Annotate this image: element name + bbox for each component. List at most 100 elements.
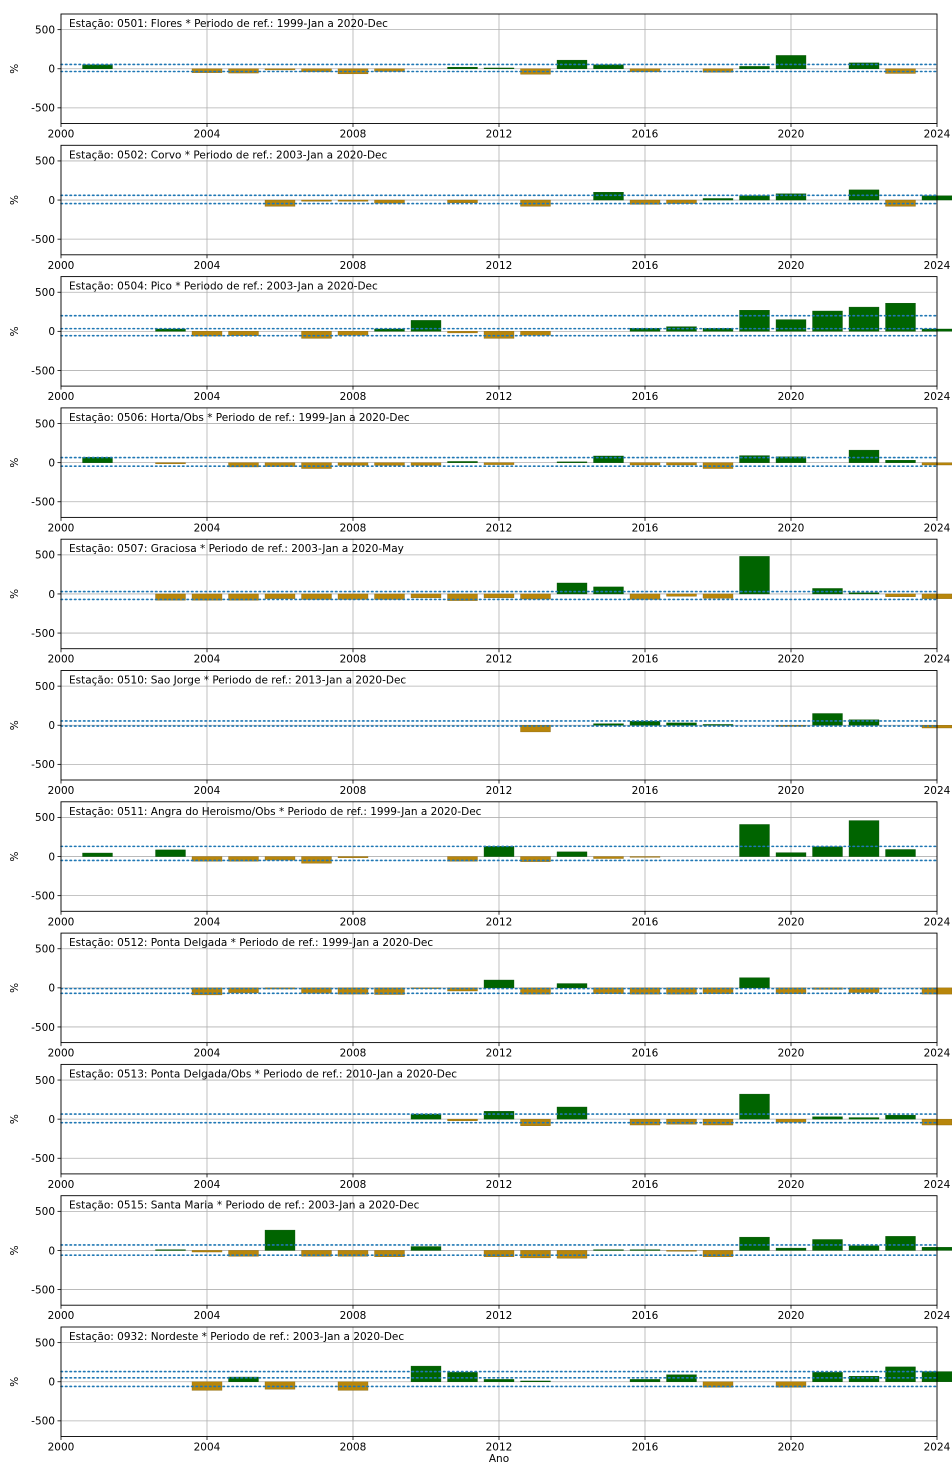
panel-title: Estação: 0504: Pico * Periodo de ref.: 2… xyxy=(69,281,378,293)
y-tick-label: 0 xyxy=(48,1377,55,1389)
bar xyxy=(666,1118,697,1125)
bar xyxy=(447,66,478,69)
x-tick-label: 2008 xyxy=(340,916,367,928)
panel-7: 2000 2004 2008 2012 2016 2020 2024 500 0 -500% Est… xyxy=(9,932,952,1060)
bar xyxy=(885,593,916,597)
x-tick-label: 2008 xyxy=(340,260,367,272)
x-tick-label: 2020 xyxy=(778,260,805,272)
x-tick-label: 2008 xyxy=(340,1310,367,1322)
y-axis-label: % xyxy=(9,589,21,599)
bar xyxy=(374,462,405,466)
panel-3: 2000 2004 2008 2012 2016 2020 2024 500 0 -500% Est… xyxy=(9,407,952,534)
bar xyxy=(191,856,223,862)
bar xyxy=(447,331,478,334)
x-tick-label: 2024 xyxy=(924,1048,951,1060)
y-tick-label: 500 xyxy=(35,1337,55,1349)
y-axis-label: % xyxy=(9,852,21,862)
bar xyxy=(775,319,807,332)
bar xyxy=(264,1381,296,1390)
x-tick-label: 2020 xyxy=(778,1179,805,1191)
bar xyxy=(593,723,624,726)
bar xyxy=(739,66,770,69)
y-tick-label: 0 xyxy=(48,983,55,995)
panel-title: Estação: 0510: Sao Jorge * Periodo de re… xyxy=(69,675,406,687)
x-tick-label: 2004 xyxy=(194,916,221,928)
x-tick-label: 2016 xyxy=(632,785,659,797)
bar xyxy=(556,983,588,989)
bar xyxy=(702,1250,734,1257)
y-tick-label: 500 xyxy=(35,812,55,824)
bar xyxy=(520,331,551,336)
x-tick-label: 2000 xyxy=(48,654,75,666)
x-tick-label: 2000 xyxy=(48,391,75,403)
bar xyxy=(739,455,770,463)
y-tick-label: 0 xyxy=(48,1114,55,1126)
bar xyxy=(556,582,588,595)
x-tick-label: 2024 xyxy=(924,916,951,928)
bar xyxy=(337,462,369,466)
x-tick-label: 2020 xyxy=(778,654,805,666)
panel-title: Estação: 0501: Flores * Periodo de ref.:… xyxy=(69,18,388,30)
bar xyxy=(410,320,442,332)
bar xyxy=(228,1376,259,1382)
bar xyxy=(264,856,296,861)
x-tick-label: 2008 xyxy=(340,654,367,666)
panel-title: Estação: 0932: Nordeste * Periodo de ref… xyxy=(69,1331,404,1343)
x-tick-label: 2000 xyxy=(48,522,75,534)
bar xyxy=(228,331,259,336)
x-tick-label: 2004 xyxy=(194,1442,221,1454)
y-tick-label: -500 xyxy=(31,497,55,509)
bar xyxy=(82,64,113,69)
bar xyxy=(885,1236,916,1251)
y-tick-label: 500 xyxy=(35,550,55,562)
bar xyxy=(629,199,661,205)
y-tick-label: 0 xyxy=(48,64,55,76)
y-axis-label: % xyxy=(9,1377,21,1387)
panel-2: 2000 2004 2008 2012 2016 2020 2024 500 0 -500% Est… xyxy=(9,276,952,403)
x-tick-label: 2016 xyxy=(632,260,659,272)
bar xyxy=(228,856,259,862)
bar xyxy=(885,849,916,857)
bar xyxy=(520,1380,551,1382)
bar xyxy=(374,1250,405,1257)
bar xyxy=(629,462,661,466)
panel-title: Estação: 0506: Horta/Obs * Periodo de re… xyxy=(69,412,410,424)
bar xyxy=(520,1250,551,1259)
bar xyxy=(264,593,296,599)
bar xyxy=(483,462,515,465)
bar xyxy=(666,987,697,995)
bar xyxy=(593,586,624,595)
bar xyxy=(374,199,405,204)
x-tick-label: 2020 xyxy=(778,391,805,403)
bar xyxy=(301,199,332,202)
y-tick-label: -500 xyxy=(31,890,55,902)
y-tick-label: -500 xyxy=(31,759,55,771)
bar xyxy=(410,462,442,466)
x-tick-label: 2012 xyxy=(486,1442,513,1454)
bar xyxy=(775,1118,807,1123)
bar xyxy=(447,593,478,601)
x-tick-label: 2024 xyxy=(924,654,951,666)
bar xyxy=(848,719,880,726)
bar xyxy=(155,462,186,465)
bar xyxy=(483,846,515,857)
bar xyxy=(556,851,588,857)
bar xyxy=(629,328,661,332)
x-tick-label: 2020 xyxy=(778,129,805,141)
bar xyxy=(447,1118,478,1121)
x-tick-label: 2004 xyxy=(194,785,221,797)
bar xyxy=(629,1379,661,1382)
bar xyxy=(848,987,880,993)
y-tick-label: -500 xyxy=(31,1022,55,1034)
bar xyxy=(520,856,551,862)
bar xyxy=(629,987,661,995)
x-tick-label: 2004 xyxy=(194,1310,221,1322)
bar xyxy=(702,593,734,599)
bar xyxy=(264,68,296,71)
bar xyxy=(739,195,770,201)
bar xyxy=(885,1115,916,1120)
bar xyxy=(739,556,770,595)
x-tick-label: 2008 xyxy=(340,1048,367,1060)
x-tick-label: 2000 xyxy=(48,916,75,928)
